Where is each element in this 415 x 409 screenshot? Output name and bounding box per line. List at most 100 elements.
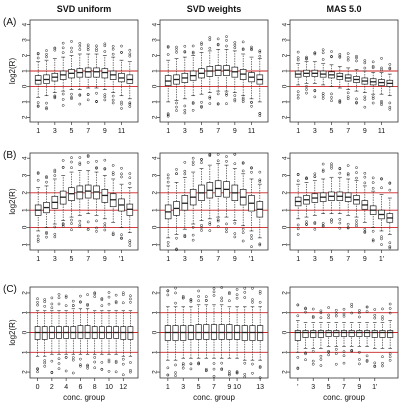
outlier-point: [216, 102, 220, 106]
outlier-point: [200, 43, 203, 46]
outlier-point: [111, 233, 115, 237]
outlier-point: [212, 294, 216, 297]
outlier-point: [235, 370, 239, 373]
outlier-point: [225, 44, 228, 48]
outlier-point: [100, 298, 104, 302]
panel-frame: [29, 152, 139, 251]
y-axis-label: log2(R): [8, 188, 17, 215]
outlier-point: [107, 370, 111, 373]
outlier-point: [50, 370, 54, 374]
y-tick-label: 1: [22, 100, 29, 104]
outlier-point: [346, 226, 350, 230]
outlier-point: [128, 101, 132, 105]
panel-a-2: 2 1 0 1 2 3 4 1 3 5 7 9 11: [282, 19, 399, 135]
outlier-point: [363, 66, 367, 70]
y-tick-label: 2: [282, 370, 289, 374]
outlier-point: [175, 236, 178, 240]
y-tick-label: 2: [152, 53, 159, 57]
outlier-point: [36, 178, 40, 182]
outlier-point: [53, 235, 57, 239]
outlier-point: [313, 175, 317, 179]
outlier-point: [363, 105, 367, 109]
x-tick-label: 7: [342, 384, 346, 391]
outlier-point: [241, 96, 245, 100]
outlier-point: [346, 164, 350, 167]
outlier-point: [128, 172, 132, 175]
outlier-point: [43, 298, 47, 301]
outlier-point: [43, 304, 47, 308]
outlier-point: [86, 302, 89, 306]
outlier-point: [70, 40, 73, 43]
outlier-point: [111, 101, 115, 105]
outlier-point: [95, 166, 98, 169]
outlier-point: [70, 46, 73, 50]
row-label: (C): [3, 284, 17, 295]
outlier-point: [70, 222, 73, 225]
box: [371, 330, 378, 338]
outlier-point: [225, 222, 228, 226]
outlier-point: [45, 52, 48, 56]
y-tick-label: 2: [152, 291, 159, 295]
outlier-point: [355, 222, 358, 225]
outlier-point: [313, 89, 317, 93]
outlier-point: [296, 303, 300, 307]
outlier-point: [103, 228, 107, 232]
outlier-point: [36, 297, 39, 301]
outlier-point: [296, 356, 300, 359]
outlier-point: [346, 56, 350, 59]
outlier-point: [204, 367, 208, 371]
outlier-point: [208, 46, 212, 50]
outlier-point: [166, 53, 170, 56]
outlier-point: [189, 362, 193, 366]
outlier-point: [43, 364, 47, 368]
outlier-point: [250, 101, 253, 104]
outlier-point: [233, 162, 237, 166]
box: [101, 68, 109, 79]
outlier-point: [70, 218, 73, 222]
x-tick-label: '1: [119, 256, 124, 263]
outlier-point: [363, 98, 367, 101]
outlier-point: [258, 49, 262, 53]
panel-b-1: 1 0 1 2 3 4 1 3 5 7 9 '1: [152, 152, 269, 263]
outlier-point: [71, 299, 75, 303]
outlier-point: [45, 235, 48, 239]
x-tick-label: 9: [363, 128, 367, 135]
outlier-point: [70, 50, 73, 54]
outlier-point: [371, 181, 375, 184]
outlier-point: [103, 224, 107, 228]
outlier-point: [79, 364, 82, 368]
outlier-point: [174, 291, 177, 295]
x-tick-label: 1': [372, 384, 377, 391]
outlier-point: [183, 160, 187, 164]
outlier-point: [181, 366, 185, 370]
outlier-point: [342, 312, 346, 316]
outlier-point: [45, 232, 48, 235]
outlier-point: [36, 234, 40, 238]
x-tick-label: ': [297, 384, 298, 391]
outlier-point: [197, 289, 200, 293]
outlier-point: [107, 291, 111, 294]
outlier-point: [355, 171, 358, 174]
outlier-point: [350, 311, 354, 315]
outlier-point: [334, 348, 338, 351]
outlier-point: [114, 361, 118, 364]
outlier-point: [355, 97, 358, 101]
outlier-point: [61, 222, 65, 225]
outlier-point: [103, 158, 107, 162]
outlier-point: [258, 300, 262, 304]
outlier-point: [103, 167, 107, 170]
y-tick-label: 2: [282, 191, 289, 195]
y-tick-label: 0: [282, 225, 289, 229]
outlier-point: [313, 227, 317, 231]
outlier-point: [233, 41, 237, 44]
outlier-point: [251, 287, 254, 290]
x-tick-label: 1: [36, 128, 40, 135]
outlier-point: [305, 85, 308, 88]
outlier-point: [114, 370, 118, 374]
outlier-point: [183, 44, 187, 48]
outlier-point: [103, 95, 107, 99]
outlier-point: [78, 102, 82, 106]
outlier-point: [258, 54, 262, 58]
outlier-point: [241, 227, 245, 231]
